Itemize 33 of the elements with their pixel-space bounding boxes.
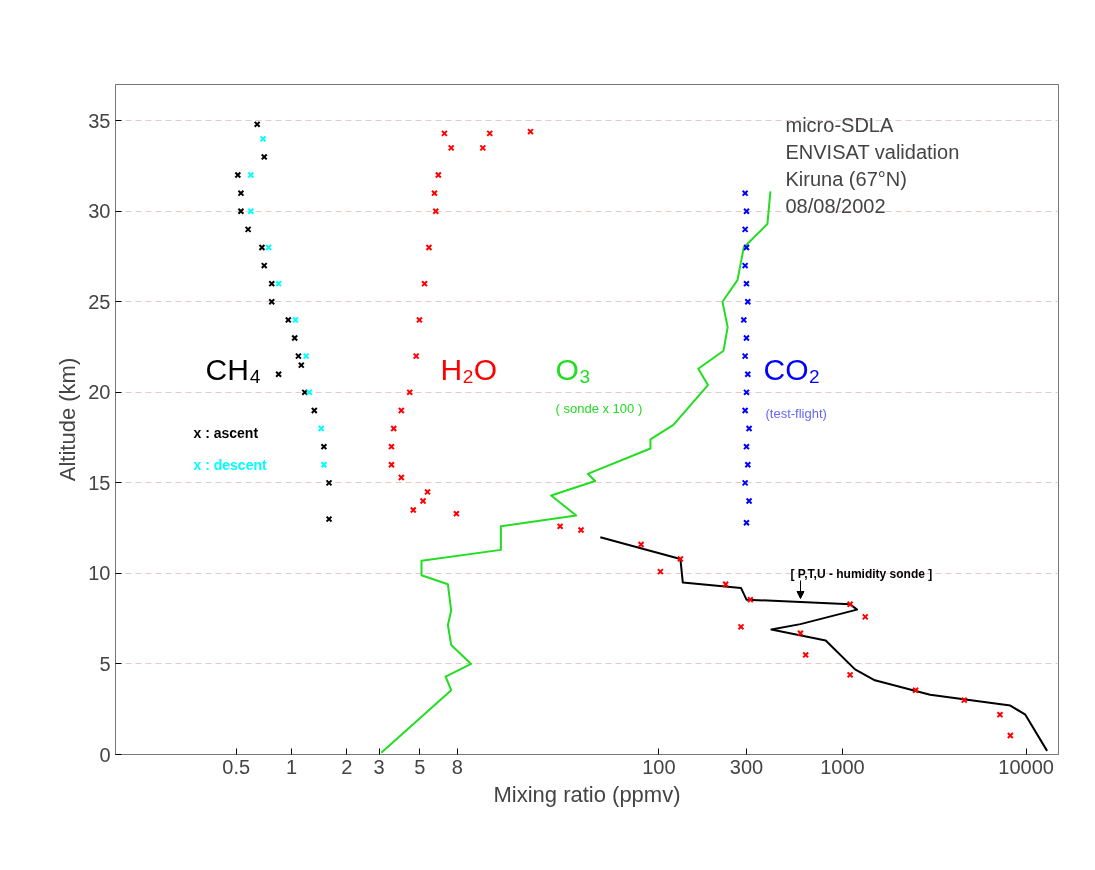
annotation: micro-SDLA xyxy=(785,113,894,136)
x-tick-label: 100 xyxy=(642,755,676,778)
series-label: H₂O xyxy=(440,352,498,386)
y-tick-label: 35 xyxy=(88,109,111,132)
x-tick-label: 8 xyxy=(451,755,463,778)
y-tick-label: 25 xyxy=(88,290,111,313)
x-axis-title: Mixing ratio (ppmv) xyxy=(493,781,681,807)
text: x : ascent xyxy=(193,424,259,441)
x-tick-label: 1 xyxy=(285,755,298,778)
y-tick-label: 5 xyxy=(99,652,111,675)
text: O₃ xyxy=(555,352,592,386)
x-tick-label: 2 xyxy=(341,755,353,778)
text: x : descent xyxy=(193,456,267,473)
series-label: [ P,T,U - humidity sonde ] xyxy=(790,566,933,581)
annotation: 08/08/2002 xyxy=(785,194,886,217)
annotation: (test-flight) xyxy=(765,405,827,421)
x-tick-label: 3 xyxy=(373,755,385,778)
y-tick-label: 10 xyxy=(88,562,111,585)
x-tick-label: 1000 xyxy=(820,755,865,778)
y-axis-title: Altitude (km) xyxy=(55,357,81,482)
x-tick-label: 10000 xyxy=(998,755,1054,778)
y-tick-label: 0 xyxy=(99,743,111,766)
x-tick-label: 300 xyxy=(729,755,764,778)
y-tick-label: 15 xyxy=(88,471,111,494)
y-tick-label: 20 xyxy=(88,381,111,404)
x-tick-label: 0.5 xyxy=(222,755,251,778)
annotation: Kiruna (67°N) xyxy=(785,167,907,190)
series-label: CO₂ xyxy=(763,352,821,386)
annotation: ( sonde x 100 ) xyxy=(555,400,643,416)
y-tick-label: 30 xyxy=(88,200,111,223)
annotation: CH₄ xyxy=(205,352,262,386)
annotation: ENVISAT validation xyxy=(785,140,960,163)
x-tick-label: 5 xyxy=(414,755,426,778)
